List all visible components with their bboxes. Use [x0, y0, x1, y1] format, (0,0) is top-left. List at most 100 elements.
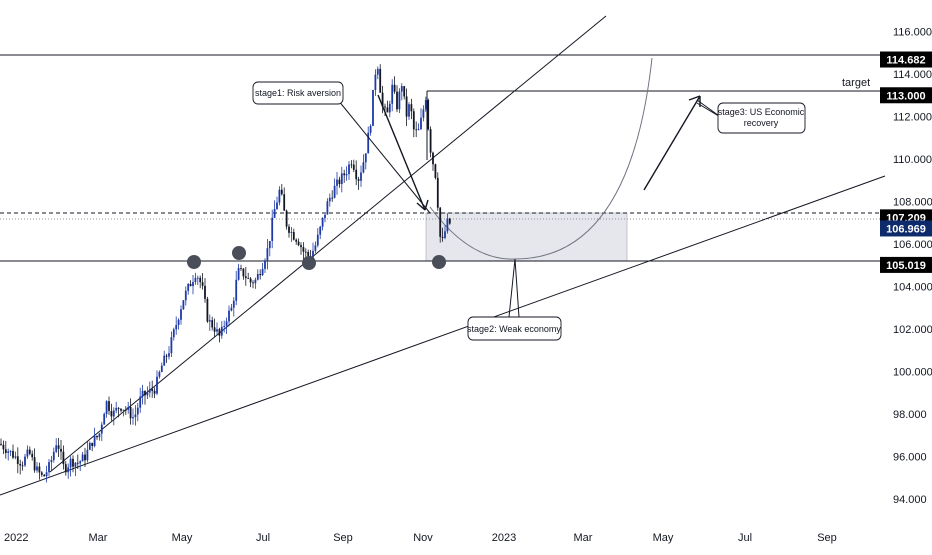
candle-body	[278, 189, 281, 203]
candle-body	[192, 282, 194, 287]
candle-body	[139, 396, 142, 408]
candle-body	[7, 451, 10, 453]
candle-body	[436, 177, 439, 208]
candle-body	[364, 153, 367, 163]
candle-body	[290, 232, 293, 233]
time-axis[interactable]: 2022 Mar May Jul Sep Nov 2023 Mar May Jul Sep	[4, 532, 837, 544]
candle-body	[328, 197, 331, 202]
target-label: target	[842, 77, 870, 89]
candle-body	[40, 472, 43, 475]
projection-zone	[425, 212, 628, 262]
price-tag-support	[880, 256, 932, 273]
candle-body	[302, 247, 305, 252]
candle-body	[115, 407, 118, 411]
y-tick-label: 94.000	[893, 494, 927, 506]
candle-body	[72, 458, 74, 467]
candle-body	[52, 451, 55, 461]
candle-body	[31, 453, 34, 458]
candle-body	[420, 117, 422, 129]
candle-body	[271, 217, 274, 242]
candle-body	[304, 251, 307, 253]
x-tick-label: May	[653, 532, 674, 544]
candle-body	[326, 201, 329, 215]
candle-body	[151, 389, 154, 391]
price-tag-label-last: 106.969	[886, 223, 926, 235]
candle-body	[146, 392, 149, 396]
candle-body	[182, 300, 185, 310]
candle-body	[254, 279, 257, 284]
candle-body	[422, 109, 425, 118]
touch-marker	[187, 255, 201, 269]
candle-body	[338, 179, 341, 185]
candle-body	[249, 278, 252, 283]
stage1-arrow	[377, 94, 426, 211]
candle-body	[372, 89, 374, 126]
candle-body	[184, 290, 187, 301]
candle-body	[180, 309, 182, 320]
candle-body	[225, 321, 228, 326]
candle-body	[223, 325, 226, 327]
x-tick-label: 2022	[4, 532, 28, 544]
stage1-pointer	[337, 99, 431, 214]
candle-body	[343, 173, 346, 176]
stage1-arrowhead	[416, 199, 429, 211]
candle-body	[324, 214, 326, 218]
candle-body	[172, 329, 175, 338]
candle-body	[69, 458, 72, 468]
candle-body	[319, 226, 322, 235]
candle-body	[312, 250, 314, 259]
price-tag-label-target: 113.000	[886, 90, 925, 102]
candle-body	[348, 164, 350, 175]
y-tick-label: 100.000	[893, 367, 932, 379]
y-tick-label: 102.000	[893, 324, 932, 336]
candle-body	[352, 164, 355, 170]
candle-body	[429, 129, 432, 153]
candle-body	[160, 365, 163, 373]
candle-body	[408, 104, 410, 117]
candle-body	[360, 172, 362, 181]
stage1-label: stage1: Risk aversion	[255, 88, 341, 98]
price-tag-target	[880, 87, 932, 104]
candle-body	[288, 226, 290, 233]
candle-body	[175, 324, 178, 330]
candle-body	[259, 274, 262, 276]
candle-body	[26, 449, 29, 457]
y-tick-label: 98.000	[893, 409, 927, 421]
candle-body	[273, 209, 276, 218]
candle-body	[228, 310, 230, 322]
candle-body	[168, 353, 170, 357]
candle-body	[112, 410, 115, 417]
candle-body	[93, 435, 96, 446]
y-tick-label: 110.000	[893, 154, 932, 166]
candle-body	[405, 96, 408, 117]
candle-body	[376, 68, 379, 75]
candle-body	[256, 274, 259, 280]
candle-body	[129, 406, 132, 419]
candle-body	[331, 197, 334, 199]
candle-body	[79, 461, 82, 464]
candle-body	[67, 467, 70, 473]
candle-body	[60, 448, 62, 452]
candle-body	[206, 298, 209, 322]
candle-body	[220, 326, 223, 336]
candle-body	[201, 282, 204, 286]
candle-body	[367, 132, 370, 154]
candle-body	[237, 268, 240, 280]
price-tag-label-support: 105.019	[886, 260, 926, 272]
stage2-pointer	[508, 258, 520, 318]
touch-marker	[232, 246, 246, 260]
candle-body	[285, 210, 288, 227]
stage2-box	[467, 316, 562, 341]
x-tick-label: Mar	[574, 532, 593, 544]
price-axis[interactable]: 116.000 114.000 112.000 110.000 108.000 106.0…	[893, 27, 932, 507]
candle-body	[158, 372, 161, 377]
candle-body	[432, 152, 434, 165]
candle-body	[177, 319, 180, 325]
candle-body	[19, 463, 22, 466]
candle-body	[4, 449, 7, 453]
candle-body	[163, 355, 166, 366]
candle-body	[292, 232, 295, 240]
